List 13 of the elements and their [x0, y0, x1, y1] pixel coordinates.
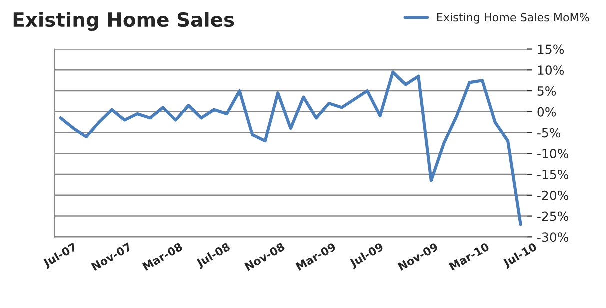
y-tick-label: -5% — [538, 128, 561, 138]
chart-title: Existing Home Sales — [14, 12, 234, 32]
y-tick-label: -10% — [538, 149, 569, 159]
y-tick-label: 0% — [538, 107, 556, 117]
y-tick-label: -25% — [538, 212, 569, 222]
legend-label: Existing Home Sales MoM% — [438, 13, 590, 24]
y-tick-label: -30% — [538, 232, 569, 242]
line-series — [59, 70, 522, 226]
y-tick-label: 15% — [538, 44, 564, 54]
y-tick-label: -20% — [538, 190, 569, 200]
y-tick-label: 10% — [538, 66, 564, 76]
y-tick-label: 5% — [538, 86, 556, 96]
y-tick-label: -15% — [538, 170, 569, 180]
